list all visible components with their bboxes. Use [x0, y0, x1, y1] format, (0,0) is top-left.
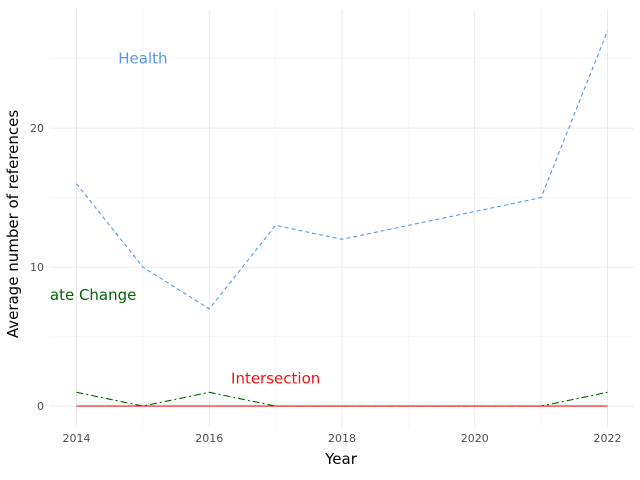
- y-tick-label: 10: [30, 261, 44, 274]
- series-label-ate-change: ate Change: [50, 286, 137, 304]
- x-axis-tick-labels: 2014 2016 2018 2020 2022: [63, 432, 622, 445]
- y-axis-title: Average number of references: [4, 110, 22, 339]
- series-label-intersection: Intersection: [231, 369, 320, 387]
- x-tick-label: 2022: [593, 432, 621, 445]
- x-axis-title: Year: [324, 450, 358, 468]
- series-label-health: Health: [118, 50, 167, 68]
- y-tick-label: 0: [37, 400, 44, 413]
- y-axis-tick-labels: 0 10 20: [30, 122, 44, 413]
- x-tick-label: 2020: [461, 432, 489, 445]
- series-lines: [76, 30, 609, 407]
- x-tick-label: 2018: [328, 432, 356, 445]
- y-tick-label: 20: [30, 122, 44, 135]
- series-line-health: [76, 30, 609, 310]
- series-labels: Health ate Change Intersection: [50, 50, 320, 388]
- major-gridlines: [50, 10, 634, 427]
- x-tick-label: 2016: [195, 432, 223, 445]
- x-tick-label: 2014: [63, 432, 91, 445]
